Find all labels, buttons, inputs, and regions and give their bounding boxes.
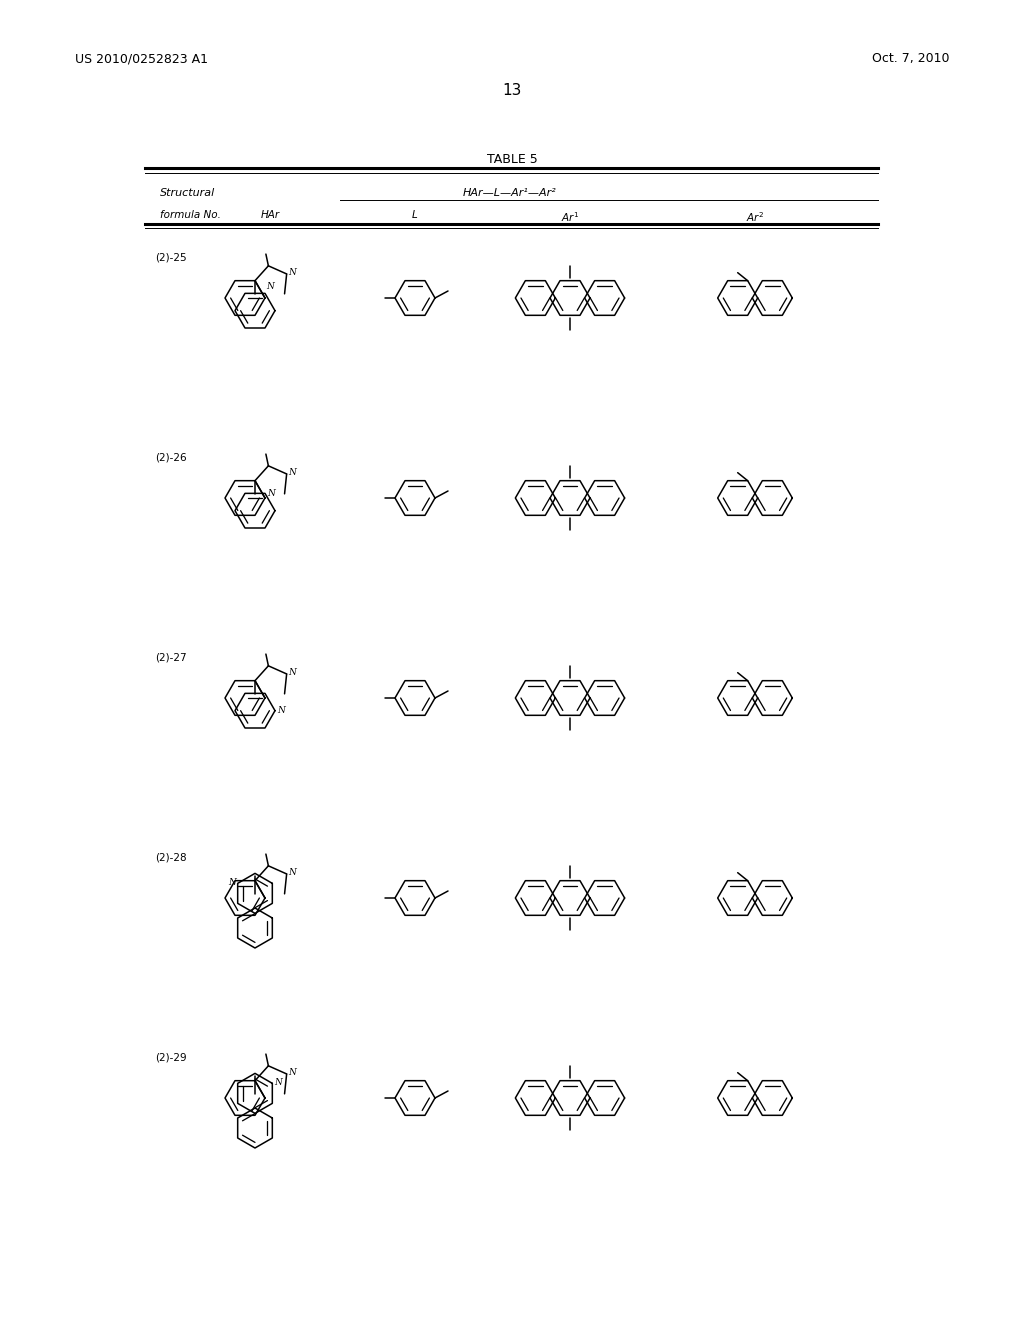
Text: L: L (412, 210, 418, 220)
Text: formula No.: formula No. (160, 210, 221, 220)
Text: N: N (266, 282, 273, 292)
Text: N: N (227, 878, 236, 887)
Text: Ar$^2$: Ar$^2$ (746, 210, 764, 224)
Text: TABLE 5: TABLE 5 (486, 153, 538, 166)
Text: (2)-29: (2)-29 (155, 1053, 186, 1063)
Text: Oct. 7, 2010: Oct. 7, 2010 (872, 51, 950, 65)
Text: HAr—L—Ar¹—Ar²: HAr—L—Ar¹—Ar² (463, 187, 557, 198)
Text: N: N (278, 706, 285, 715)
Text: Ar$^1$: Ar$^1$ (561, 210, 579, 224)
Text: (2)-27: (2)-27 (155, 653, 186, 663)
Text: (2)-28: (2)-28 (155, 853, 186, 863)
Text: N: N (289, 668, 297, 677)
Text: US 2010/0252823 A1: US 2010/0252823 A1 (75, 51, 208, 65)
Text: (2)-26: (2)-26 (155, 453, 186, 463)
Text: N: N (289, 268, 297, 277)
Text: N: N (267, 488, 274, 498)
Text: Structural: Structural (160, 187, 215, 198)
Text: N: N (289, 469, 297, 478)
Text: 13: 13 (503, 83, 521, 98)
Text: N: N (274, 1078, 283, 1086)
Text: HAr: HAr (260, 210, 280, 220)
Text: N: N (289, 869, 297, 878)
Text: (2)-25: (2)-25 (155, 253, 186, 263)
Text: N: N (289, 1068, 297, 1077)
